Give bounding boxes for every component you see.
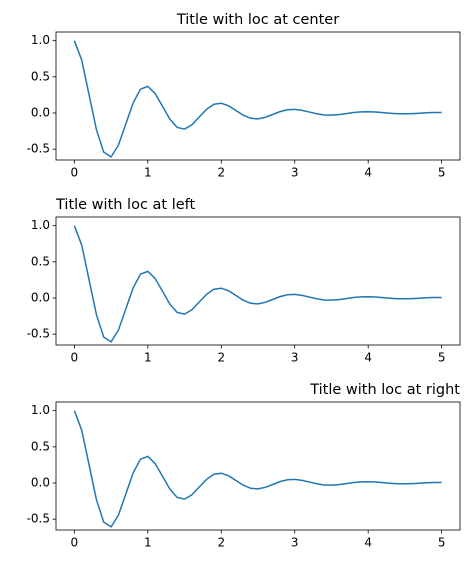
- y-tick-label: 0.5: [31, 254, 50, 268]
- y-tick-label: 1.0: [31, 33, 50, 47]
- x-tick-label: 3: [291, 351, 299, 365]
- chart-title: Title with loc at center: [176, 12, 339, 28]
- x-tick-label: 5: [438, 351, 446, 365]
- subplot: 1.0 0.5 0.0 -0.5 0 1 2 3 4 5 Title with loc at lef…: [27, 197, 461, 365]
- x-tick-label: 1: [144, 536, 152, 550]
- x-tick-label: 3: [291, 166, 299, 180]
- y-tick-label: -0.5: [27, 512, 50, 526]
- y-tick-label: 1.0: [31, 403, 50, 417]
- y-tick-label: -0.5: [27, 327, 50, 341]
- x-tick-label: 3: [291, 536, 299, 550]
- y-tick-label: 0.0: [31, 475, 50, 489]
- subplot: 1.0 0.5 0.0 -0.5 0 1 2 3 4 5 Title with loc at cen…: [27, 12, 461, 180]
- x-tick-label: 2: [217, 351, 225, 365]
- axes-frame: [55, 216, 461, 346]
- x-tick-label: 4: [364, 166, 372, 180]
- y-tick-label: -0.5: [27, 142, 50, 156]
- x-tick-label: 2: [217, 166, 225, 180]
- subplot: 1.0 0.5 0.0 -0.5 0 1 2 3 4 5 Title with loc at rig…: [27, 382, 461, 550]
- axes-frame: [55, 401, 461, 531]
- data-line: [73, 410, 442, 528]
- x-tick-label: 1: [144, 351, 152, 365]
- y-tick-label: 0.5: [31, 439, 50, 453]
- x-tick-label: 5: [438, 536, 446, 550]
- x-tick-label: 0: [71, 166, 79, 180]
- x-tick-label: 5: [438, 166, 446, 180]
- x-tick-label: 0: [71, 351, 79, 365]
- data-line: [73, 40, 442, 158]
- y-tick-label: 0.0: [31, 105, 50, 119]
- x-tick-label: 2: [217, 536, 225, 550]
- x-tick-label: 1: [144, 166, 152, 180]
- y-tick-label: 0.5: [31, 69, 50, 83]
- y-tick-label: 1.0: [31, 218, 50, 232]
- data-line: [73, 225, 442, 343]
- x-tick-label: 0: [71, 536, 79, 550]
- y-tick-label: 0.0: [31, 290, 50, 304]
- axes-frame: [55, 31, 461, 161]
- chart-title: Title with loc at left: [55, 197, 196, 213]
- x-tick-label: 4: [364, 536, 372, 550]
- x-tick-label: 4: [364, 351, 372, 365]
- chart-title: Title with loc at right: [309, 382, 460, 398]
